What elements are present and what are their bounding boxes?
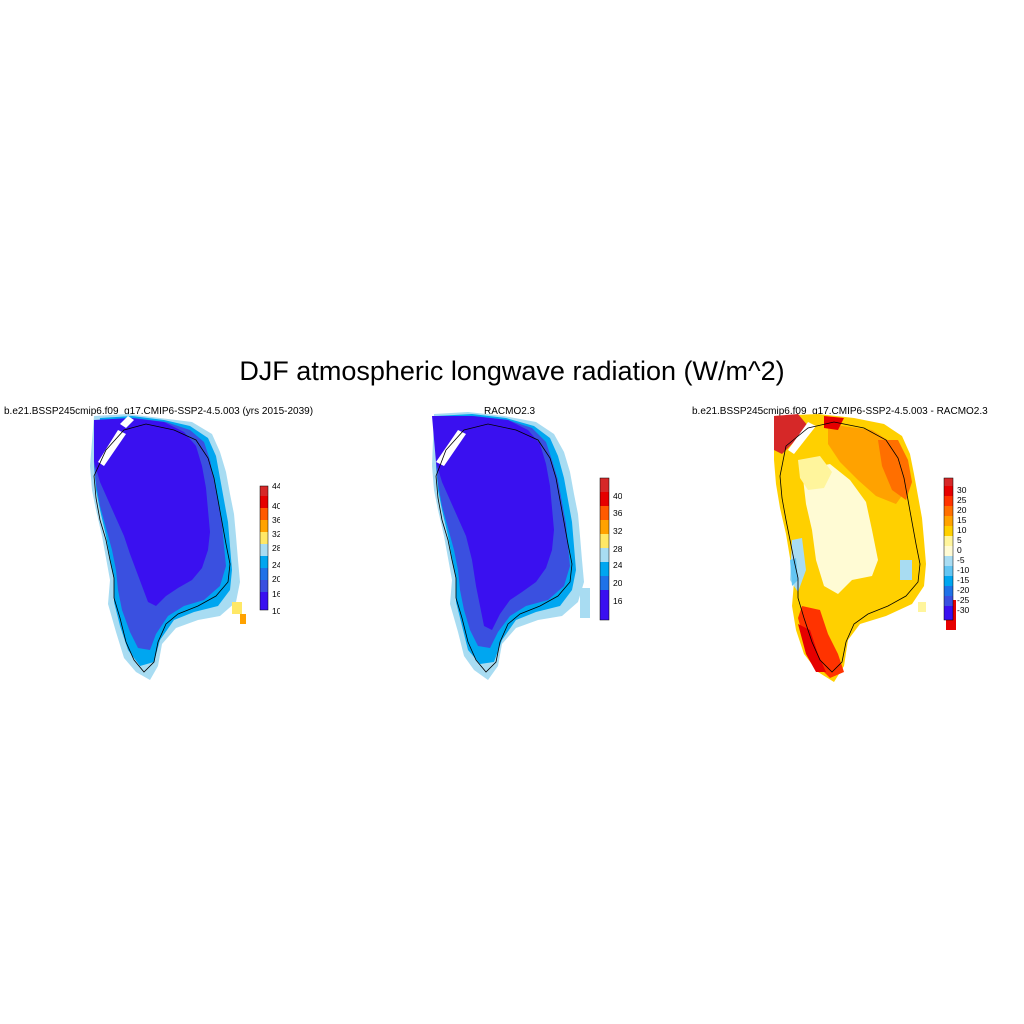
cbar-label: 449.3 — [272, 481, 280, 491]
coastline-model — [93, 423, 231, 673]
cbar-label: -20 — [957, 585, 970, 595]
cbar-label: 200 — [272, 574, 280, 584]
cbar-label: 240 — [272, 560, 280, 570]
panel-title-obs: RACMO2.3 — [484, 406, 536, 417]
greenland-field-obs — [432, 412, 590, 680]
cbar-label: 160 — [272, 589, 280, 599]
coastline-obs — [435, 423, 573, 673]
greenland-field-model — [90, 414, 246, 680]
cbar-label: 360 — [613, 508, 622, 518]
cbar-label: 320 — [613, 526, 622, 536]
panel-title-diff: b.e21.BSSP245cmip6.f09_g17.CMIP6-SSP2-4.… — [692, 406, 988, 417]
cbar-label: 280 — [613, 544, 622, 554]
cbar-label: 400 — [272, 501, 280, 511]
cbar-label: -30 — [957, 605, 970, 615]
cbar-label: -25 — [957, 595, 970, 605]
coastline-diff — [779, 421, 921, 673]
cbar-label: 5 — [957, 535, 962, 545]
cbar-label: 15 — [957, 515, 967, 525]
cbar-label: -10 — [957, 565, 970, 575]
colorbar-diff: 30 25 20 15 10 5 0 -5 -10 -15 -20 -25 -3… — [943, 477, 970, 621]
cbar-label: 10 — [957, 525, 967, 535]
cbar-label: 30 — [957, 485, 967, 495]
map-panel-diff: 30 25 20 15 10 5 0 -5 -10 -15 -20 -25 -3… — [774, 414, 970, 682]
figure-title: DJF atmospheric longwave radiation (W/m^… — [239, 356, 785, 386]
colorbar-obs: 400 360 320 280 240 200 160 — [599, 477, 622, 621]
cbar-label: 280 — [272, 543, 280, 553]
cbar-label: 240 — [613, 560, 622, 570]
cbar-label: 25 — [957, 495, 967, 505]
panel-title-model: b.e21.BSSP245cmip6.f09_g17.CMIP6-SSP2-4.… — [4, 406, 314, 417]
cbar-label: 102.7 — [272, 606, 280, 616]
cbar-label: 20 — [957, 505, 967, 515]
colorbar-model: 449.3 400 360 320 280 240 200 160 102.7 — [259, 481, 280, 616]
map-panel-obs: 400 360 320 280 240 200 160 — [432, 412, 622, 680]
cbar-label: -5 — [957, 555, 965, 565]
cbar-label: -15 — [957, 575, 970, 585]
greenland-field-diff — [774, 414, 956, 682]
cbar-label: 400 — [613, 491, 622, 501]
cbar-label: 160 — [613, 596, 622, 606]
cbar-label: 0 — [957, 545, 962, 555]
cbar-label: 360 — [272, 515, 280, 525]
cbar-label: 320 — [272, 529, 280, 539]
map-panel-model: 449.3 400 360 320 280 240 200 160 102.7 — [90, 414, 280, 680]
cbar-label: 200 — [613, 578, 622, 588]
